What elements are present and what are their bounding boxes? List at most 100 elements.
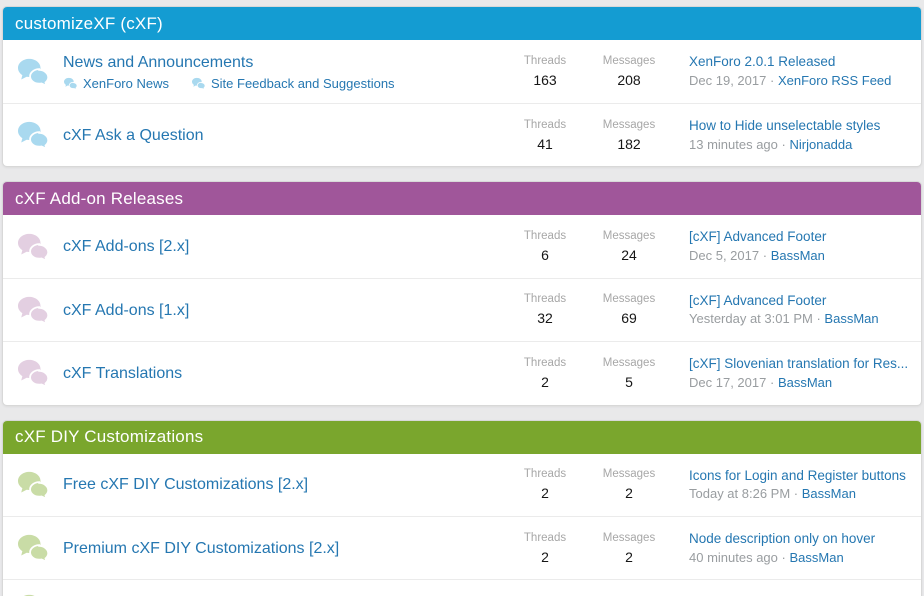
threads-count: 2 <box>541 485 549 502</box>
latest-user-link[interactable]: Nirjonadda <box>789 136 853 152</box>
messages-count: 69 <box>621 310 637 327</box>
latest-thread-link[interactable]: How to Hide unselectable styles <box>689 118 881 133</box>
latest-post: [cXF] Advanced Footer Dec 5, 2017 · Bass… <box>689 227 911 265</box>
threads-stat: Threads 163 <box>503 54 587 89</box>
threads-label: Threads <box>523 531 567 544</box>
forum-link[interactable]: Free cXF DIY Customizations [2.x] <box>63 476 309 494</box>
meta-separator: · <box>816 311 821 327</box>
subforum-list: XenForo News Site Feedback and Suggestio… <box>63 76 495 91</box>
messages-stat: Messages 2 <box>587 467 671 502</box>
latest-meta: Yesterday at 3:01 PM · BassMan <box>689 310 911 329</box>
comments-icon <box>16 294 52 326</box>
subforum-link[interactable]: Site Feedback and Suggestions <box>191 76 395 91</box>
threads-label: Threads <box>523 54 567 67</box>
messages-label: Messages <box>602 356 656 369</box>
threads-stat: Threads 6 <box>503 229 587 264</box>
forum-link[interactable]: News and Announcements <box>63 54 254 71</box>
node-main: Free cXF DIY Customizations [2.x] <box>63 474 503 495</box>
forum-node-row: cXF Translations Threads 2 Messages 5 [c… <box>3 341 921 404</box>
threads-label: Threads <box>523 118 567 131</box>
latest-thread-link[interactable]: Icons for Login and Register buttons <box>689 467 906 483</box>
latest-thread-link[interactable]: Node description only on hover <box>689 531 876 547</box>
category-title: cXF DIY Customizations <box>15 427 204 447</box>
threads-count: 2 <box>541 373 549 390</box>
latest-user-link[interactable]: BassMan <box>777 374 833 390</box>
category-node-list: cXF Add-ons [2.x] Threads 6 Messages 24 … <box>3 215 921 404</box>
threads-stat: Threads 2 <box>503 356 587 391</box>
latest-date: Today at 8:26 PM <box>689 486 791 502</box>
latest-date: Yesterday at 3:01 PM <box>689 311 813 327</box>
threads-label: Threads <box>523 293 567 306</box>
node-main: cXF Add-ons [1.x] <box>63 300 503 321</box>
node-main: Premium cXF DIY Customizations [2.x] <box>63 538 503 559</box>
forum-link[interactable]: cXF Add-ons [1.x] <box>63 301 190 319</box>
latest-thread-link[interactable]: [cXF] Advanced Footer <box>689 229 827 245</box>
comments-icon <box>63 77 78 90</box>
comments-icon <box>16 357 52 389</box>
messages-stat: Messages 2 <box>587 531 671 566</box>
latest-post: How to Hide unselectable styles 13 minut… <box>689 116 911 154</box>
forum-category: cXF Add-on Releases cXF Add-ons [2.x] Th… <box>2 181 922 406</box>
latest-thread-link[interactable]: [cXF] Slovenian translation for Res... <box>689 356 909 372</box>
comments-icon <box>16 231 52 263</box>
category-title: cXF Add-on Releases <box>15 188 184 208</box>
latest-meta: Today at 8:26 PM · BassMan <box>689 485 911 504</box>
node-main: cXF Ask a Question <box>63 125 503 146</box>
category-header[interactable]: cXF Add-on Releases <box>3 182 921 216</box>
latest-post: Icons for Login and Register buttons Tod… <box>689 466 911 504</box>
comments-icon <box>16 532 52 564</box>
messages-count: 2 <box>625 485 633 502</box>
meta-separator: · <box>793 486 799 502</box>
threads-stat: Threads 32 <box>503 292 587 327</box>
latest-thread-link[interactable]: [cXF] Advanced Footer <box>689 292 827 308</box>
latest-user-link[interactable]: BassMan <box>824 311 879 327</box>
forum-link[interactable]: cXF Translations <box>63 364 183 382</box>
comments-icon <box>16 56 52 88</box>
meta-separator: · <box>781 136 786 152</box>
messages-label: Messages <box>602 531 656 544</box>
subforum-label: XenForo News <box>83 76 169 91</box>
forum-link[interactable]: cXF Add-ons [2.x] <box>63 238 190 256</box>
subforum-link[interactable]: XenForo News <box>63 76 169 91</box>
messages-label: Messages <box>602 118 656 131</box>
forum-node-row: Premium cXF DIY Customizations [2.x] Thr… <box>3 516 921 579</box>
latest-post: [cXF] Advanced Footer Yesterday at 3:01 … <box>689 291 911 329</box>
latest-date: 13 minutes ago <box>689 136 778 152</box>
category-node-list: News and Announcements XenForo News Site… <box>3 40 921 166</box>
forum-link[interactable]: cXF Ask a Question <box>63 126 204 144</box>
category-title: customizeXF (cXF) <box>15 13 163 33</box>
messages-label: Messages <box>602 468 656 481</box>
category-header[interactable]: cXF DIY Customizations <box>3 420 921 454</box>
messages-stat: Messages 69 <box>587 292 671 327</box>
meta-separator: · <box>769 374 775 390</box>
meta-separator: · <box>769 72 775 88</box>
latest-post: [cXF] Slovenian translation for Res... D… <box>689 354 911 392</box>
messages-count: 208 <box>617 71 641 88</box>
comments-icon <box>16 469 52 501</box>
latest-post: XenForo 2.0.1 Released Dec 19, 2017 · Xe… <box>689 52 911 90</box>
threads-count: 41 <box>537 135 553 152</box>
forum-node-row: cXF Add-ons [1.x] Threads 32 Messages 69… <box>3 277 921 341</box>
messages-stat: Messages 182 <box>587 118 671 153</box>
category-header[interactable]: customizeXF (cXF) <box>3 7 921 40</box>
comments-icon <box>191 77 206 90</box>
messages-stat: Messages 24 <box>587 229 671 264</box>
forum-link[interactable]: Premium cXF DIY Customizations [2.x] <box>63 539 340 557</box>
forum-node-row: News and Announcements XenForo News Site… <box>3 40 921 103</box>
latest-user-link[interactable]: BassMan <box>801 486 856 502</box>
latest-thread-link[interactable]: XenForo 2.0.1 Released <box>689 54 836 70</box>
threads-stat: Threads 2 <box>503 531 587 566</box>
latest-meta: 40 minutes ago · BassMan <box>689 549 911 568</box>
messages-stat: Messages 208 <box>587 54 671 89</box>
latest-user-link[interactable]: XenForo RSS Feed <box>777 72 892 88</box>
node-main: News and Announcements XenForo News Site… <box>63 52 503 91</box>
forum-node-row: Free cXF DIY Customizations [2.x] Thread… <box>3 454 921 516</box>
threads-label: Threads <box>523 356 567 369</box>
threads-stat: Threads 2 <box>503 467 587 502</box>
latest-user-link[interactable]: BassMan <box>770 247 825 263</box>
messages-label: Messages <box>602 293 656 306</box>
threads-count: 6 <box>541 246 549 263</box>
threads-label: Threads <box>523 230 567 243</box>
latest-user-link[interactable]: BassMan <box>789 549 844 565</box>
